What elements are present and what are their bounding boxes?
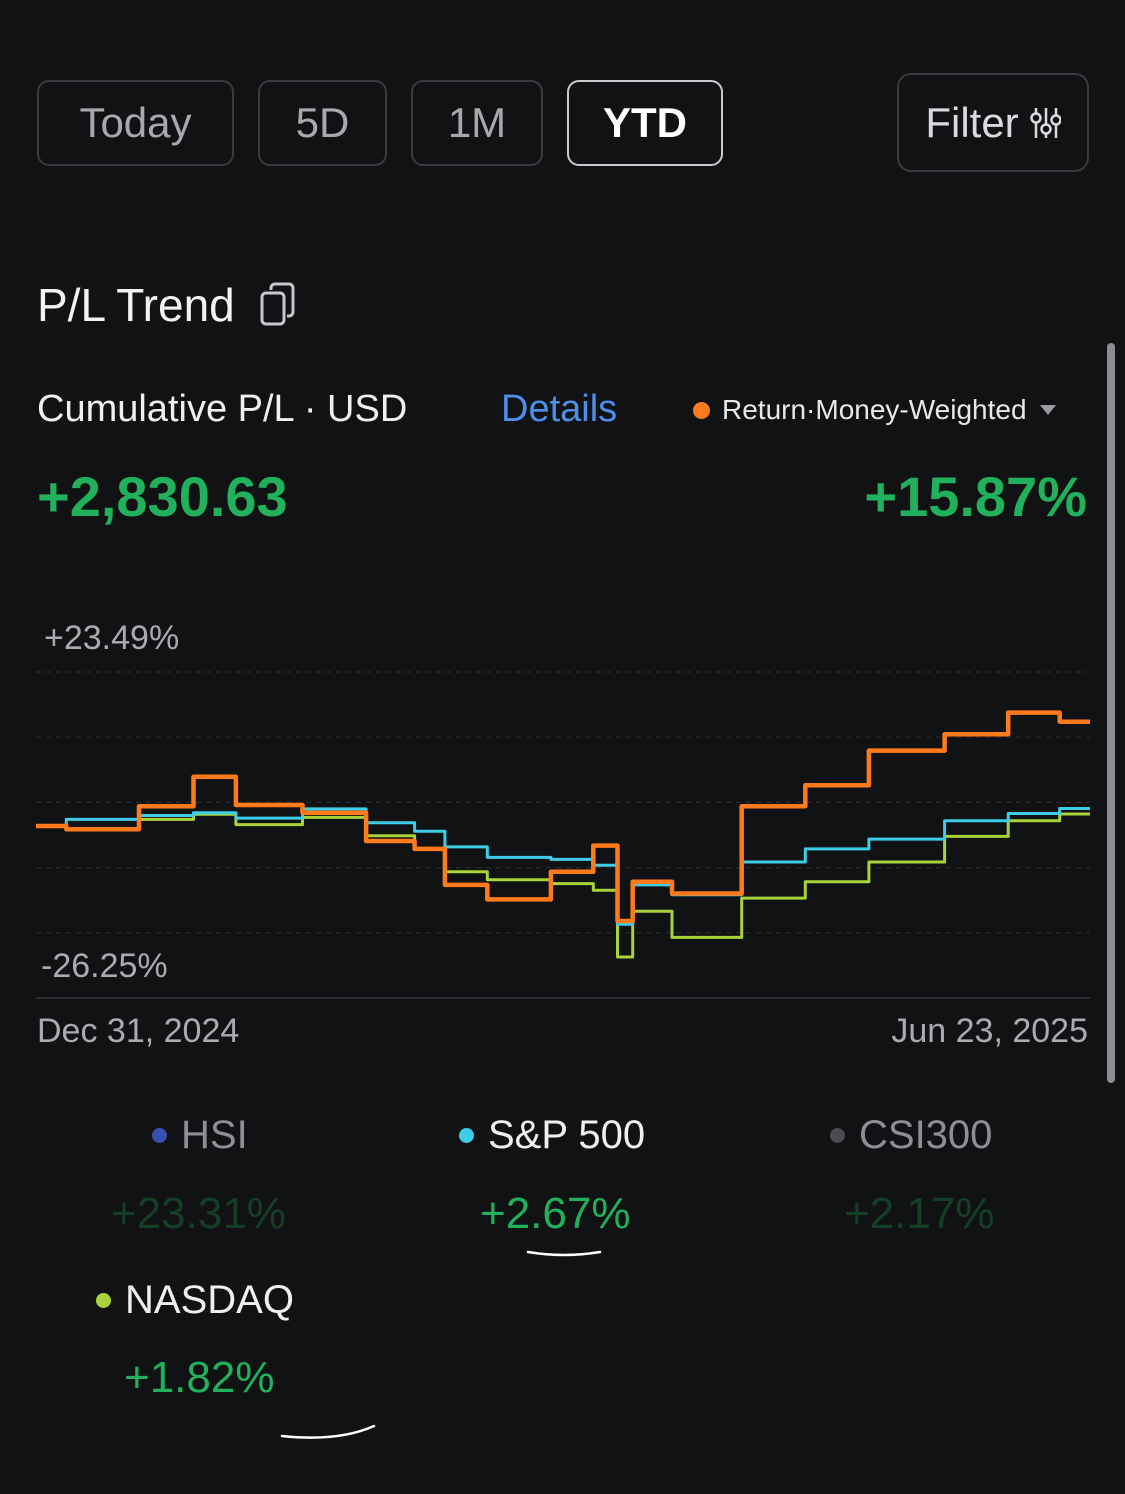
portfolio-return-line [36, 710, 1090, 924]
tab-5d-label: 5D [295, 99, 350, 146]
details-link[interactable]: Details [501, 388, 618, 430]
csi300-dot-icon [830, 1128, 845, 1143]
legend-nasdaq[interactable]: NASDAQ [96, 1278, 294, 1323]
filter-label: Filter [925, 98, 1019, 146]
chart-lines [36, 710, 1090, 959]
cumulative-pl-label: Cumulative P/L · USD [37, 388, 408, 430]
y-max-label: +23.49% [44, 619, 180, 657]
legend-csi300-value: +2.17% [844, 1189, 995, 1238]
nasdaq-line [36, 812, 1090, 959]
legend-sp500[interactable]: S&P 500 [459, 1113, 645, 1158]
section-title-text: P/L Trend [37, 279, 235, 331]
return-type-selector[interactable]: Return·Money-Weighted [693, 394, 1057, 426]
tab-1m[interactable]: 1M [411, 80, 543, 166]
legend-csi300-name: CSI300 [859, 1113, 993, 1157]
caret-down-icon [1039, 405, 1056, 415]
copy-icon[interactable] [259, 282, 299, 328]
hsi-dot-icon [152, 1128, 167, 1143]
clipped-page-title [40, 0, 440, 10]
x-end-label: Jun 23, 2025 [891, 1012, 1088, 1050]
legend-sp500-value: +2.67% [480, 1189, 631, 1238]
tab-5d[interactable]: 5D [258, 80, 387, 166]
tab-today-label: Today [79, 99, 192, 146]
sliders-icon [1029, 107, 1061, 138]
tab-ytd-label: YTD [603, 99, 687, 146]
nasdaq-dot-icon [96, 1293, 111, 1308]
filter-button[interactable]: Filter [897, 73, 1089, 172]
x-start-label: Dec 31, 2024 [37, 1012, 240, 1050]
pl-value: +2,830.63 [37, 465, 288, 528]
portfolio-dot-icon [693, 401, 710, 419]
tab-1m-label: 1M [447, 99, 507, 146]
legend-hsi-value: +23.31% [111, 1189, 286, 1238]
scrollbar[interactable] [1107, 343, 1115, 1083]
section-title: P/L Trend [37, 278, 299, 332]
y-min-label: -26.25% [41, 947, 168, 985]
legend-hsi-name: HSI [181, 1113, 248, 1157]
return-value: +15.87% [864, 465, 1087, 528]
legend-csi300[interactable]: CSI300 [830, 1113, 992, 1158]
sp500-dot-icon [459, 1128, 474, 1143]
legend-nasdaq-value: +1.82% [124, 1353, 275, 1402]
sp500-line [36, 807, 1090, 926]
tab-today[interactable]: Today [37, 80, 234, 166]
legend-sp500-name: S&P 500 [488, 1113, 646, 1157]
legend-hsi[interactable]: HSI [152, 1113, 248, 1158]
pl-trend-chart[interactable] [0, 650, 1110, 1010]
return-type-label: Return·Money-Weighted [722, 394, 1027, 425]
underline-mark [526, 1250, 602, 1257]
chart-grid [36, 671, 1090, 999]
underline-mark-2 [280, 1424, 376, 1439]
legend-nasdaq-name: NASDAQ [125, 1278, 294, 1322]
tab-ytd[interactable]: YTD [567, 80, 723, 166]
